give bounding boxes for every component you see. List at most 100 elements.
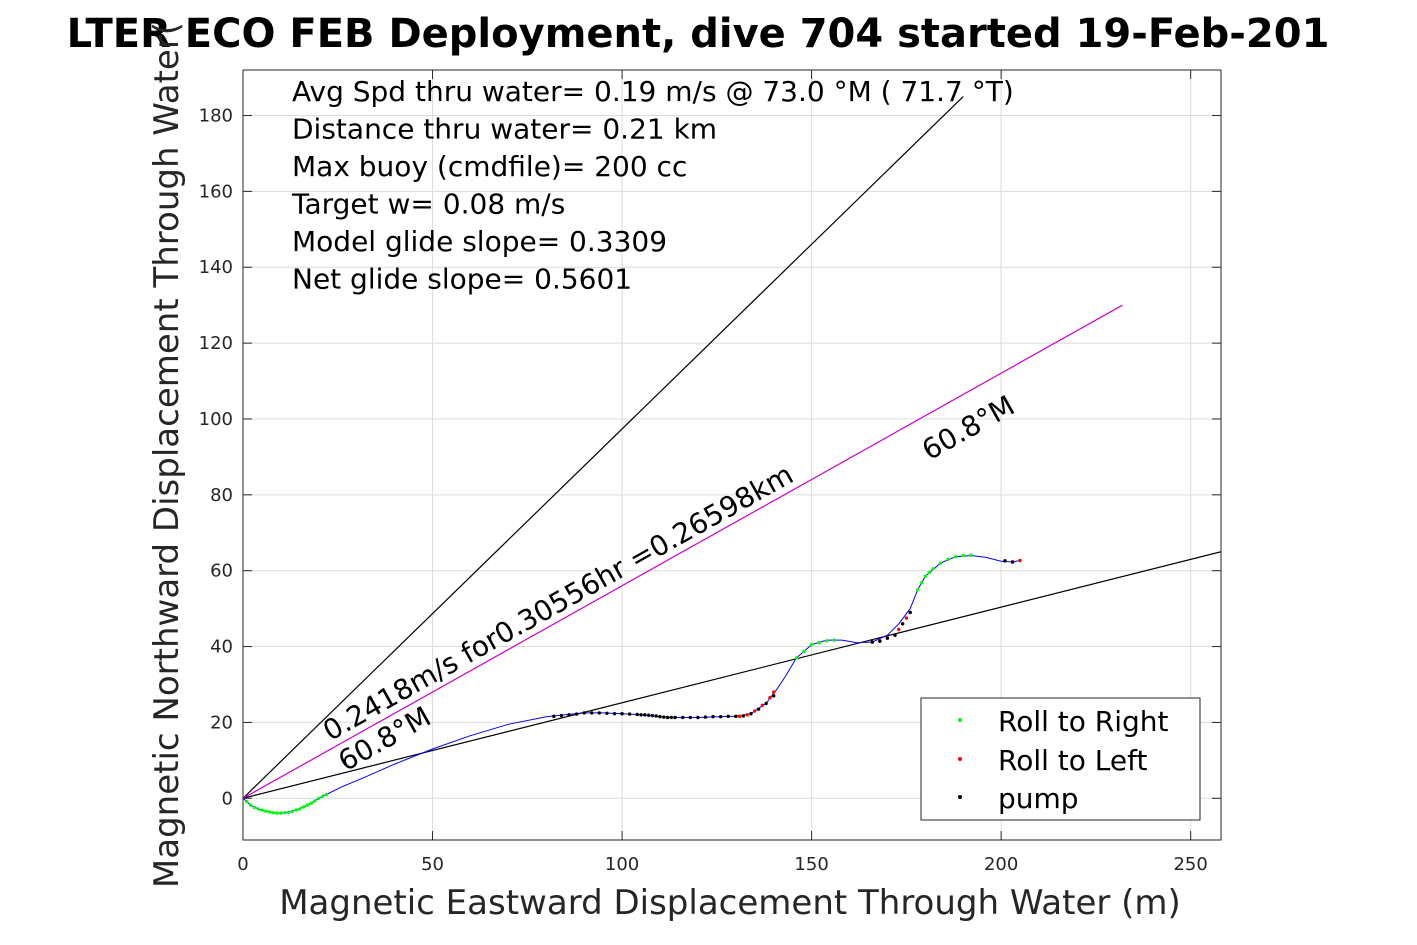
- reference-line: [243, 96, 964, 799]
- point-pump: [669, 715, 674, 720]
- point-roll-to-right: [802, 649, 806, 654]
- point-roll-to-right: [267, 810, 272, 814]
- point-pump: [870, 640, 874, 644]
- point-roll-to-right: [298, 807, 302, 811]
- point-pump: [688, 715, 693, 720]
- point-roll-to-right: [961, 553, 965, 558]
- point-pump: [878, 639, 882, 643]
- point-roll-to-left: [897, 627, 901, 632]
- point-pump: [900, 622, 905, 626]
- y-tick-label: 20: [210, 712, 233, 733]
- y-tick-label: 60: [210, 561, 233, 582]
- info-line: Model glide slope= 0.3309: [292, 225, 667, 258]
- legend-label-roll-right: Roll to Right: [998, 705, 1169, 738]
- point-roll-to-right: [313, 799, 317, 803]
- tick-labels: 0 50 100 150 200 250 0 20 40 60 80 100 120 140 160 180: [199, 106, 1208, 875]
- legend-marker-pump: [958, 795, 962, 799]
- point-roll-to-left: [1018, 558, 1022, 563]
- legend-label-roll-left: Roll to Left: [998, 744, 1147, 777]
- point-pump: [559, 713, 564, 718]
- point-roll-to-left: [768, 696, 772, 700]
- info-line: Max buoy (cmdfile)= 200 cc: [292, 150, 687, 183]
- point-pump: [662, 715, 666, 719]
- grid-lines: [242, 70, 1221, 840]
- point-roll-to-right: [275, 811, 279, 815]
- point-roll-to-right: [245, 799, 249, 804]
- point-roll-to-right: [282, 810, 287, 815]
- point-pump: [590, 711, 594, 715]
- x-tick-label: 50: [421, 854, 444, 875]
- point-pump: [665, 715, 670, 720]
- point-pump: [764, 701, 768, 706]
- point-pump: [908, 610, 912, 615]
- legend-box: [920, 697, 1201, 821]
- point-roll-to-right: [301, 805, 306, 809]
- point-pump: [1010, 560, 1015, 564]
- point-roll-to-right: [305, 803, 310, 807]
- data-points: [245, 553, 1022, 815]
- y-axis-label: Magnetic Northward Displacement Through …: [147, 22, 187, 888]
- point-pump: [658, 715, 662, 719]
- point-pump: [620, 711, 624, 716]
- axis-ticks: [242, 70, 1221, 840]
- info-line: Net glide slope= 0.5601: [292, 263, 632, 296]
- point-roll-to-right: [286, 810, 291, 815]
- legend-marker-roll-left: [958, 757, 962, 761]
- point-pump: [605, 711, 609, 716]
- point-roll-to-right: [969, 553, 973, 557]
- point-roll-to-left: [904, 616, 909, 620]
- point-roll-to-right: [271, 810, 276, 815]
- point-pump: [734, 714, 738, 719]
- point-pump: [703, 715, 708, 719]
- point-pump: [646, 713, 651, 717]
- x-tick-label: 150: [794, 854, 828, 875]
- point-pump: [771, 694, 776, 698]
- point-roll-to-right: [294, 808, 298, 812]
- point-roll-to-right: [320, 794, 325, 799]
- y-tick-label: 180: [199, 106, 233, 127]
- point-roll-to-right: [946, 557, 950, 562]
- x-tick-label: 0: [237, 854, 248, 875]
- point-pump: [718, 715, 723, 719]
- info-text-block: Avg Spd thru water= 0.19 m/s @ 73.0 °M (…: [291, 75, 1014, 296]
- point-roll-to-right: [248, 803, 253, 807]
- point-pump: [635, 712, 639, 717]
- y-tick-label: 80: [210, 485, 233, 506]
- legend-marker-roll-right: [958, 718, 962, 722]
- point-pump: [696, 715, 700, 720]
- point-roll-to-right: [923, 574, 928, 579]
- point-roll-to-left: [737, 714, 742, 719]
- point-roll-to-right: [317, 796, 321, 800]
- axes-box: [242, 69, 1222, 841]
- point-roll-to-right: [794, 656, 799, 660]
- y-tick-label: 160: [199, 181, 233, 202]
- y-tick-label: 40: [210, 637, 233, 658]
- point-roll-to-right: [916, 587, 920, 592]
- point-roll-to-right: [279, 811, 283, 815]
- point-roll-to-right: [931, 567, 935, 571]
- x-tick-label: 250: [1173, 854, 1207, 875]
- y-tick-label: 120: [199, 333, 233, 354]
- point-pump: [1003, 559, 1007, 563]
- point-roll-to-left: [771, 690, 776, 694]
- y-tick-label: 140: [199, 257, 233, 278]
- point-pump: [643, 713, 647, 717]
- reference-line: [243, 551, 1221, 799]
- point-roll-to-left: [753, 709, 757, 713]
- point-roll-to-right: [309, 801, 313, 805]
- chart-title: LTER ECO FEB Deployment, dive 704 starte…: [67, 11, 1330, 57]
- point-roll-to-right: [252, 805, 257, 810]
- y-tick-label: 0: [222, 788, 233, 809]
- point-pump: [582, 711, 586, 715]
- point-pump: [726, 714, 730, 719]
- reference-lines: [243, 96, 1221, 799]
- legend-label-pump: pump: [998, 782, 1079, 815]
- point-roll-to-right: [290, 809, 294, 814]
- point-roll-to-right: [260, 808, 264, 812]
- point-roll-to-right: [809, 642, 814, 647]
- point-pump: [597, 711, 602, 715]
- x-tick-label: 100: [605, 854, 639, 875]
- point-roll-to-right: [938, 561, 943, 565]
- point-roll-to-right: [919, 581, 924, 585]
- point-pump: [574, 712, 579, 716]
